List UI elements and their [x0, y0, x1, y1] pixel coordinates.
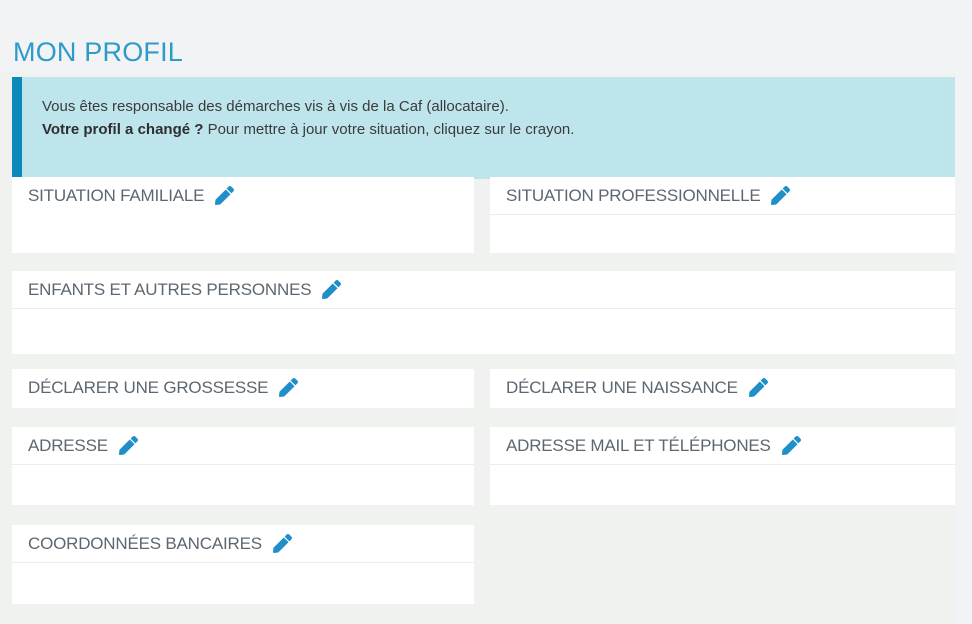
card-adresse: ADRESSE	[12, 427, 474, 505]
banner-line-2: Votre profil a changé ? Pour mettre à jo…	[42, 118, 955, 141]
card-declarer-une-grossesse: DÉCLARER UNE GROSSESSE	[12, 369, 474, 408]
card-coordonnees-bancaires: COORDONNÉES BANCAIRES	[12, 525, 474, 604]
card-header: DÉCLARER UNE GROSSESSE	[12, 369, 474, 398]
edit-naissance-button[interactable]	[748, 378, 768, 397]
card-title: COORDONNÉES BANCAIRES	[28, 533, 262, 553]
pencil-icon	[748, 378, 768, 397]
info-banner: Vous êtes responsable des démarches vis …	[12, 77, 955, 179]
card-enfants-et-autres-personnes: ENFANTS ET AUTRES PERSONNES	[12, 271, 955, 354]
card-adresse-mail-et-telephones: ADRESSE MAIL ET TÉLÉPHONES	[490, 427, 955, 505]
card-title: DÉCLARER UNE GROSSESSE	[28, 377, 269, 397]
pencil-icon	[781, 436, 801, 455]
pencil-icon	[322, 280, 342, 299]
card-header: SITUATION PROFESSIONNELLE	[490, 177, 955, 215]
edit-coordonnees-bancaires-button[interactable]	[272, 534, 292, 553]
page-title: MON PROFIL	[13, 37, 184, 68]
pencil-icon	[771, 186, 791, 205]
card-header: COORDONNÉES BANCAIRES	[12, 525, 474, 563]
edit-situation-professionnelle-button[interactable]	[771, 186, 791, 205]
edit-grossesse-button[interactable]	[279, 378, 299, 397]
card-title: DÉCLARER UNE NAISSANCE	[506, 377, 738, 397]
card-situation-professionnelle: SITUATION PROFESSIONNELLE	[490, 177, 955, 253]
card-title: SITUATION FAMILIALE	[28, 185, 205, 205]
banner-line-2-rest: Pour mettre à jour votre situation, cliq…	[203, 121, 575, 138]
edit-mail-telephones-button[interactable]	[781, 436, 801, 455]
card-title: ADRESSE	[28, 435, 108, 455]
edit-enfants-button[interactable]	[322, 280, 342, 299]
card-title: SITUATION PROFESSIONNELLE	[506, 185, 761, 205]
card-title: ENFANTS ET AUTRES PERSONNES	[28, 279, 312, 299]
card-situation-familiale: SITUATION FAMILIALE	[12, 177, 474, 253]
pencil-icon	[118, 436, 138, 455]
edit-situation-familiale-button[interactable]	[215, 186, 235, 205]
card-header: SITUATION FAMILIALE	[12, 177, 474, 206]
pencil-icon	[215, 186, 235, 205]
pencil-icon	[272, 534, 292, 553]
edit-adresse-button[interactable]	[118, 436, 138, 455]
card-header: ADRESSE	[12, 427, 474, 465]
card-declarer-une-naissance: DÉCLARER UNE NAISSANCE	[490, 369, 955, 408]
card-header: ENFANTS ET AUTRES PERSONNES	[12, 271, 955, 309]
card-title: ADRESSE MAIL ET TÉLÉPHONES	[506, 435, 771, 455]
card-header: DÉCLARER UNE NAISSANCE	[490, 369, 955, 398]
banner-line-1: Vous êtes responsable des démarches vis …	[42, 98, 509, 115]
card-header: ADRESSE MAIL ET TÉLÉPHONES	[490, 427, 955, 465]
pencil-icon	[279, 378, 299, 397]
banner-line-2-bold: Votre profil a changé ?	[42, 121, 204, 138]
